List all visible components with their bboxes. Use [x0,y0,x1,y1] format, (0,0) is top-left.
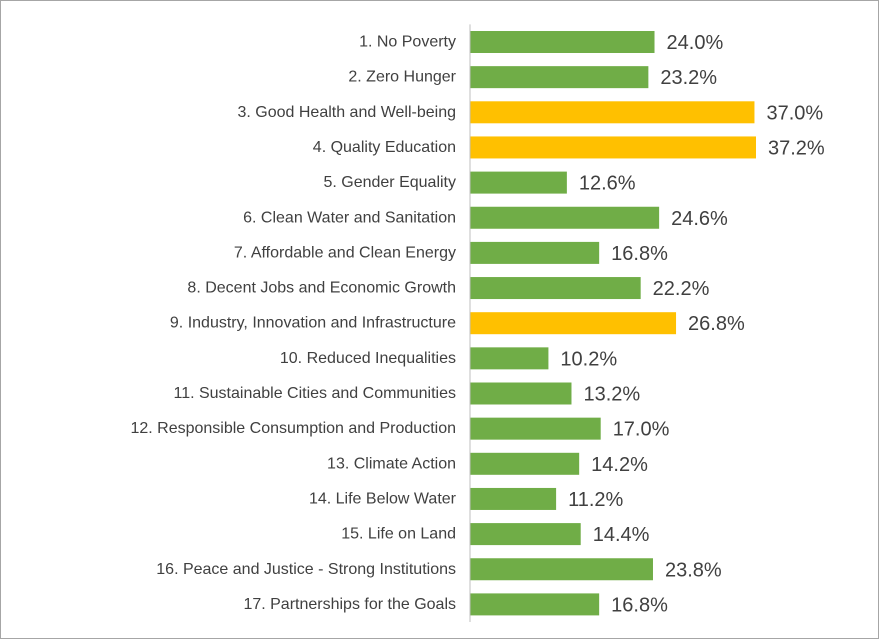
category-label: 2. Zero Hunger [348,69,456,86]
category-labels: 1. No Poverty 2. Zero Hunger 3. Good Healt… [130,34,456,613]
category-label: 5. Gender Equality [323,174,456,191]
value-label: 11.2% [568,489,623,511]
bar [470,593,600,616]
bar [470,487,557,510]
category-label: 11. Sustainable Cities and Communities [173,385,456,402]
bar [470,31,655,53]
value-labels: 24.0%23.2%37.0%37.2%12.6%24.6%16.8%22.2%… [560,32,825,616]
category-label: 3. Good Health and Well-being [237,104,456,121]
bar [470,558,653,581]
bar [470,171,567,194]
bar [470,382,572,405]
bar-highlighted [470,136,756,159]
category-label: 7. Affordable and Clean Energy [234,244,456,261]
value-label: 10.2% [560,348,617,370]
value-label: 24.6% [671,208,728,230]
category-label: 16. Peace and Justice - Strong Instituti… [156,561,456,578]
bar-highlighted [470,312,677,335]
value-label: 23.2% [660,67,717,89]
bar [470,206,660,229]
bar-highlighted [470,101,755,124]
bar [470,523,581,546]
category-label: 9. Industry, Innovation and Infrastructu… [170,315,456,332]
bar [470,241,600,264]
category-label: 6. Clean Water and Sanitation [243,209,456,226]
value-label: 26.8% [688,313,745,335]
bar [470,417,601,440]
value-label: 37.2% [768,137,825,159]
category-label: 10. Reduced Inequalities [280,350,456,367]
value-label: 14.4% [593,524,650,546]
bar [470,347,549,370]
category-label: 12. Responsible Consumption and Producti… [130,420,456,437]
value-label: 12.6% [579,173,636,195]
bar [470,452,580,475]
value-label: 16.8% [611,594,668,616]
value-label: 17.0% [613,419,670,441]
category-label: 8. Decent Jobs and Economic Growth [187,280,456,297]
bar [470,66,649,89]
category-label: 4. Quality Education [313,139,456,156]
value-label: 22.2% [653,278,710,300]
category-label: 15. Life on Land [341,526,456,543]
bars [470,31,756,616]
value-label: 14.2% [591,454,648,476]
value-label: 16.8% [611,243,668,265]
value-label: 37.0% [766,102,823,124]
value-label: 24.0% [667,32,724,54]
value-label: 13.2% [583,384,640,406]
category-label: 17. Partnerships for the Goals [243,596,456,613]
bar [470,277,641,300]
value-label: 23.8% [665,559,722,581]
category-label: 14. Life Below Water [309,490,457,507]
category-label: 13. Climate Action [327,455,456,472]
category-label: 1. No Poverty [359,34,456,51]
